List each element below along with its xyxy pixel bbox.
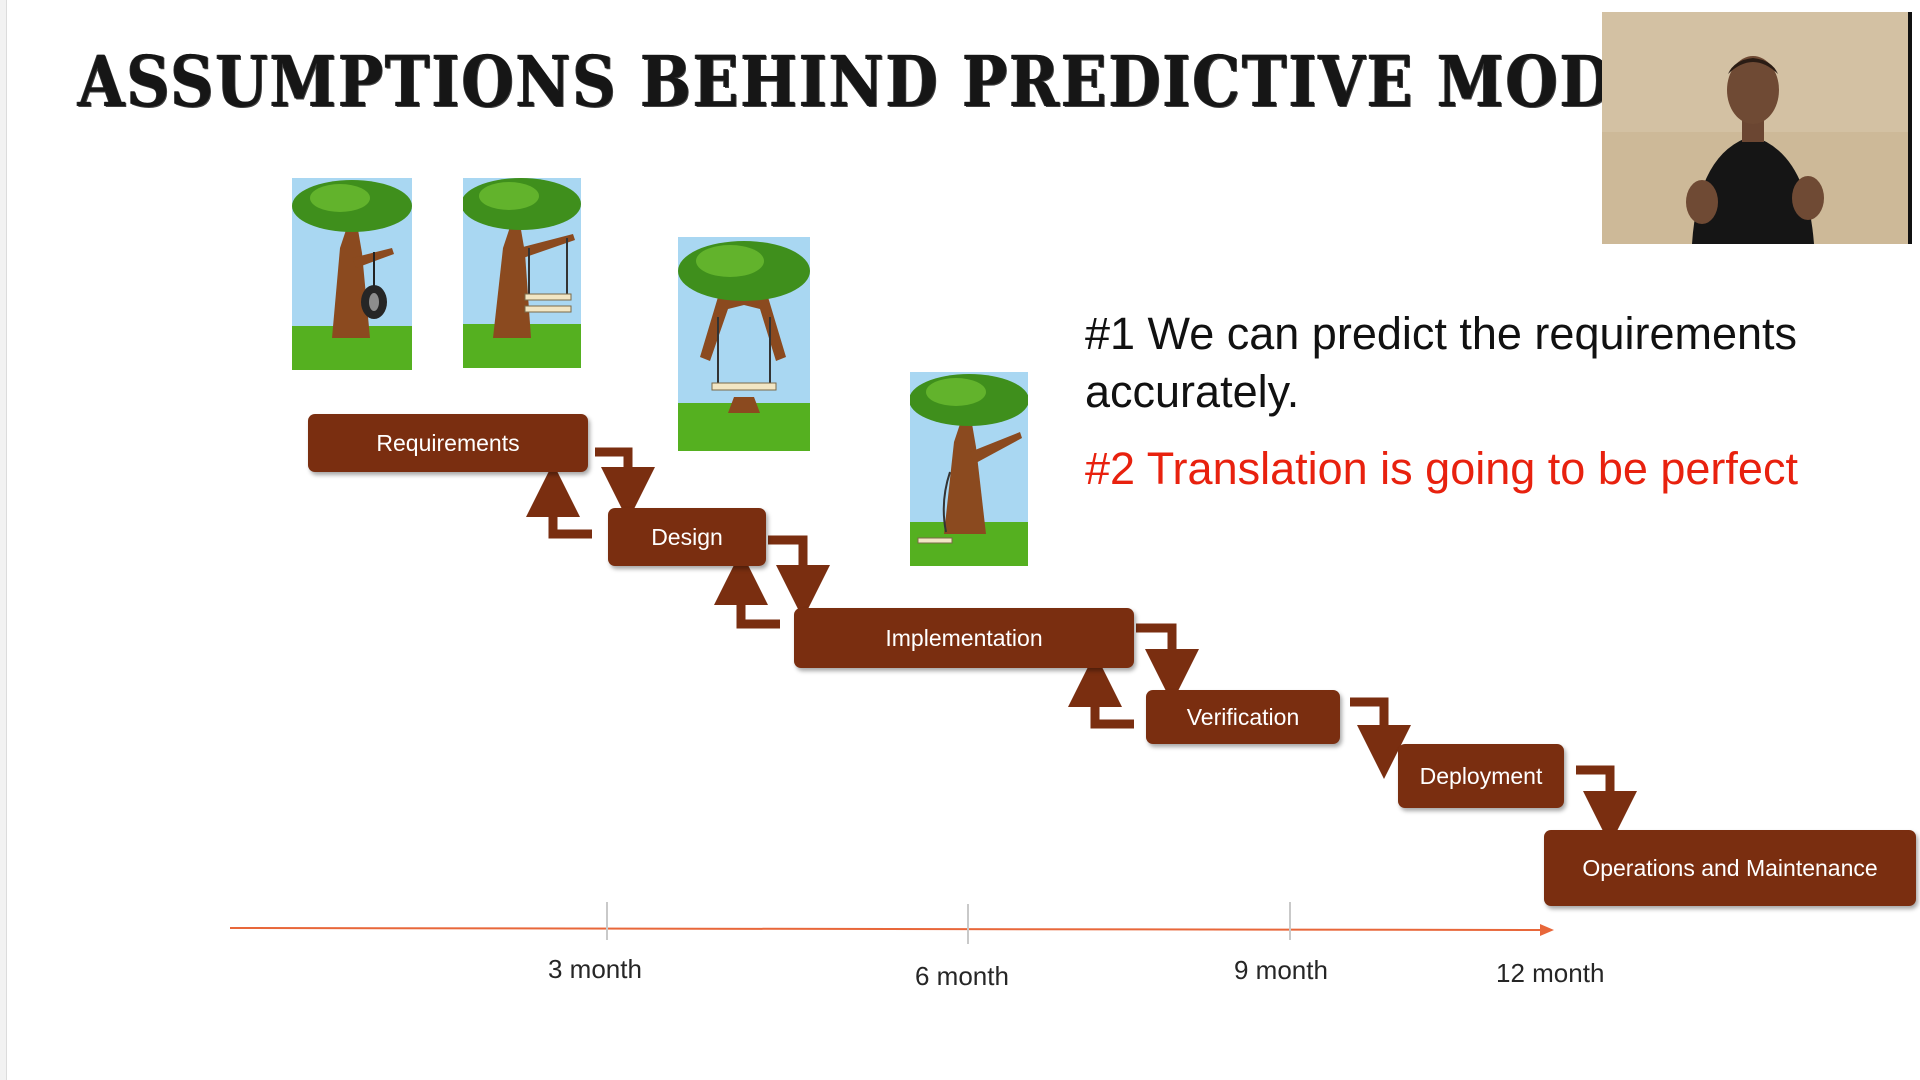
webcam-border (1908, 12, 1912, 244)
presenter-webcam-video (1602, 12, 1910, 244)
arrow-verification-to-deployment (1350, 697, 1411, 779)
tree-tire-swing-image (292, 178, 412, 370)
arrow-implementation-back-to-design (714, 551, 780, 629)
stage-deployment: Deployment (1398, 744, 1564, 808)
stage-implementation: Implementation (794, 608, 1134, 668)
tree-cut-trunk-swing-image (678, 237, 810, 451)
timeline-axis-line (229, 927, 1541, 931)
stage-verification: Verification (1146, 690, 1340, 744)
tree-broken-swing-image (910, 372, 1028, 566)
stage-design: Design (608, 508, 766, 566)
arrow-design-to-implementation (768, 535, 830, 619)
arrow-implementation-to-verification (1136, 623, 1199, 703)
timeline-label-6-month: 6 month (915, 961, 1009, 991)
timeline-label-9-month: 9 month (1234, 955, 1328, 985)
arrow-design-back-to-requirements (526, 463, 592, 539)
timeline-label-12-month: 12 month (1496, 958, 1605, 988)
timeline-label-3-month: 3 month (548, 954, 642, 984)
tree-board-swing-image (463, 178, 581, 368)
arrow-deployment-to-operations (1576, 765, 1637, 845)
window-left-edge (0, 0, 7, 1080)
stage-operations-and-maintenance: Operations and Maintenance (1544, 830, 1916, 906)
stage-requirements: Requirements (308, 414, 588, 472)
assumption-2-text: #2 Translation is going to be perfect (1085, 443, 1798, 494)
timeline-axis-arrowhead (1540, 924, 1554, 936)
assumption-1-text: #1 We can predict the requirements accur… (1085, 308, 1798, 417)
arrow-verification-back-to-implementation (1068, 653, 1134, 729)
slide-title: ASSUMPTIONS BEHIND PREDICTIVE MODEL (78, 40, 1706, 123)
arrow-requirements-to-design (595, 447, 655, 521)
